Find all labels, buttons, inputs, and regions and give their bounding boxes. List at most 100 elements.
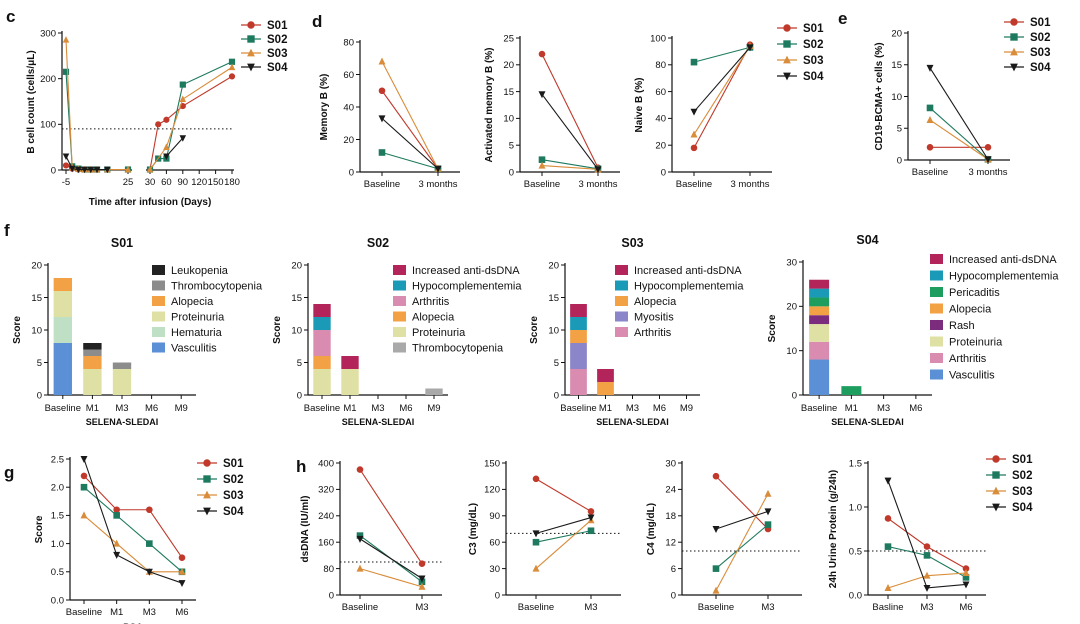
data-point-s04: [163, 153, 170, 161]
y-tick-label: 0: [37, 390, 42, 401]
panel-label-f: f: [4, 221, 10, 240]
chart-title: S01: [111, 236, 133, 250]
y-axis-g: 0.0 0.5 1.0 1.5 2.0 2.5: [51, 454, 71, 606]
series-line-s03: [65, 39, 128, 171]
legend-swatch: [393, 327, 406, 337]
legend-label: Rash: [949, 320, 975, 332]
data-point-s04: [356, 535, 364, 543]
bar-segment-rash: [809, 315, 830, 325]
legend-label: Vasculitis: [949, 370, 995, 382]
legend-label: S01: [223, 458, 244, 470]
legend-label: S04: [223, 506, 244, 518]
legend-label: Arthritis: [949, 353, 987, 365]
legend-label: Alopecia: [412, 312, 455, 324]
data-point-s02: [690, 58, 698, 66]
y-tick-label: 0: [495, 590, 500, 601]
x-tick-label: 120: [191, 177, 207, 188]
data-point-s04: [538, 91, 546, 99]
y-axis-h2: 0 30 60 90 120 150: [484, 458, 507, 601]
data-point-s04: [884, 477, 892, 485]
bar-segment-alopecia: [597, 382, 614, 395]
y-tick-label: 60: [655, 87, 666, 98]
series-line-s03: [929, 119, 989, 160]
y-tick-label: 20: [503, 60, 514, 71]
data-point-s03: [538, 161, 546, 169]
chart-d2: Baseline 3 months Activated memory B (%): [484, 47, 620, 190]
legend-label: Arthritis: [412, 296, 450, 308]
data-point-s04: [926, 64, 934, 72]
legend-marker: [247, 35, 255, 43]
series-line-s04: [541, 93, 599, 170]
legend-item-s01: S01: [197, 458, 244, 470]
legend-label: Hypocomplementemia: [949, 271, 1059, 283]
legend-label: Increased anti-dsDNA: [412, 265, 520, 277]
series-line-s02: [715, 524, 769, 570]
legend-item-s02: S02: [777, 39, 823, 51]
legend-marker: [203, 459, 211, 467]
y-tick-label: 200: [40, 74, 56, 85]
x-tick-label: M3: [143, 607, 156, 618]
data-point-s01: [62, 162, 70, 169]
legend-swatch: [930, 254, 943, 264]
legend-marker: [247, 48, 255, 57]
x-tick-label: M3: [371, 403, 384, 414]
data-point-s03: [163, 143, 170, 150]
legend-label: Vasculitis: [171, 343, 217, 355]
legend-swatch: [615, 265, 628, 275]
data-point-s01: [926, 144, 934, 151]
series-line-s03: [541, 165, 599, 170]
bar-segment-hypocomplementemia: [570, 317, 587, 330]
legend-label: Hematuria: [171, 327, 223, 339]
bar-segment-proteinuria: [83, 369, 102, 395]
x-tick-label: Baseline: [304, 403, 340, 414]
legend-label: S01: [1012, 454, 1033, 466]
y-axis-label: C4 (mg/dL): [646, 503, 657, 555]
y-tick-label: 30: [665, 458, 676, 469]
bar-segment-increased-anti-dsdna: [570, 304, 587, 317]
data-point-s04: [179, 135, 187, 142]
x-tick-label: Baseline: [518, 602, 554, 613]
legend-swatch: [930, 353, 943, 363]
x-axis-label: Time after infusion (Days): [89, 197, 212, 208]
chart-h2: Baseline M3 C3 (mg/dL): [468, 475, 621, 613]
y-tick-label: 40: [343, 102, 354, 113]
bar-segment-alopecia: [570, 330, 587, 343]
legend-label: S02: [1030, 32, 1050, 44]
series-line-s01: [149, 75, 233, 170]
y-axis-label: Score: [272, 316, 283, 344]
y-tick-label: 10: [786, 346, 797, 357]
legend-item-s03: S03: [197, 490, 243, 502]
legend-label: Hypocomplementemia: [634, 281, 744, 293]
y-axis-label: Naive B (%): [634, 77, 645, 132]
data-point-s01: [356, 466, 364, 473]
data-point-s04: [81, 166, 88, 174]
data-point-s04: [984, 156, 992, 164]
x-tick-label: Baseline: [45, 403, 81, 414]
y-tick-label: 80: [655, 60, 666, 71]
legend-swatch: [930, 287, 943, 297]
series-line-s01: [359, 469, 423, 564]
bar-segment-alopecia: [809, 306, 830, 316]
data-point-s03: [926, 116, 934, 123]
legend-label: Proteinuria: [171, 312, 225, 324]
y-tick-label: 400: [318, 458, 334, 469]
x-tick-label: 90: [178, 177, 189, 188]
chart-f-S02: Baseline M1 M3 M6 M9 S02 SELENA-SLEDAI Score: [272, 236, 448, 427]
x-tick-label: 3 months: [968, 167, 1007, 178]
legend-item-s03: S03: [777, 55, 823, 67]
series-line-s03: [83, 514, 182, 573]
y-tick-label: 0.5: [51, 567, 64, 578]
y-tick-label: 0.5: [849, 546, 862, 557]
data-point-s01: [228, 73, 236, 80]
data-point-s03: [923, 571, 931, 579]
y-tick-label: 15: [503, 87, 514, 98]
y-tick-label: 60: [489, 538, 500, 549]
series-line-s03: [535, 519, 592, 570]
legend-swatch: [152, 265, 165, 275]
data-point-s04: [746, 44, 754, 52]
legend-item-s02: S02: [197, 474, 243, 486]
bar-segment-alopecia: [53, 278, 72, 291]
x-tick-label: M9: [427, 403, 440, 414]
chart-title: S03: [621, 236, 643, 250]
